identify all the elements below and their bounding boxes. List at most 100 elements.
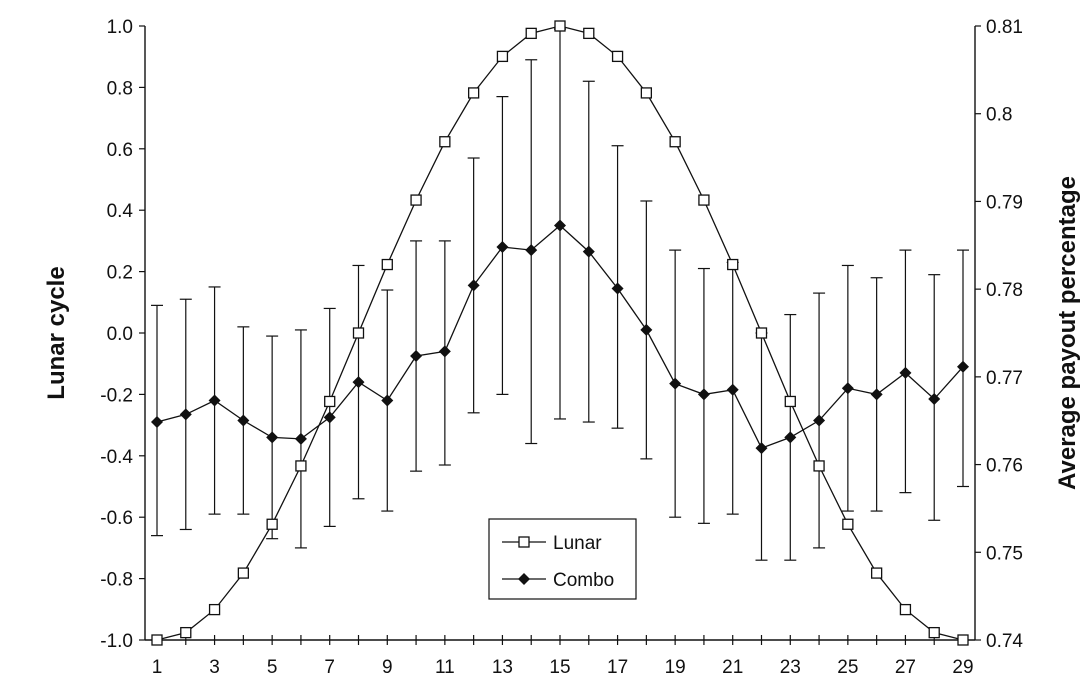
x-tick-label: 29 bbox=[952, 657, 973, 678]
lunar-point bbox=[467, 87, 480, 99]
combo-point bbox=[726, 383, 739, 396]
combo-point bbox=[266, 431, 279, 444]
x-tick-label: 21 bbox=[722, 657, 743, 678]
x-axis-ticks: 1 3 5 7 9 11 13 15 17 19 21 23 25 27 29 bbox=[152, 635, 974, 678]
combo-point bbox=[755, 442, 768, 455]
lunar-point bbox=[496, 50, 509, 63]
left-tick-label: -0.4 bbox=[100, 447, 133, 468]
combo-point bbox=[928, 393, 941, 406]
right-tick-label: 0.79 bbox=[986, 192, 1023, 213]
x-tick-label: 27 bbox=[895, 657, 916, 678]
legend-combo-marker bbox=[518, 573, 530, 585]
right-axis-title: Average payout percentage bbox=[1054, 176, 1081, 490]
lunar-point bbox=[957, 634, 969, 646]
lunar-point bbox=[410, 194, 422, 206]
lunar-point bbox=[439, 136, 451, 148]
combo-point bbox=[352, 376, 365, 389]
lunar-point bbox=[151, 634, 163, 646]
lunar-point bbox=[324, 395, 336, 408]
left-tick-label: -0.8 bbox=[100, 570, 133, 591]
left-tick-label: -0.2 bbox=[100, 385, 133, 406]
combo-point bbox=[410, 350, 423, 363]
left-tick-label: -0.6 bbox=[100, 508, 133, 529]
right-tick-label: 0.74 bbox=[986, 631, 1023, 652]
lunar-point bbox=[583, 27, 595, 40]
legend-combo-label: Combo bbox=[553, 570, 614, 591]
x-tick-label: 23 bbox=[780, 657, 801, 678]
combo-point bbox=[381, 394, 394, 407]
lunar-point bbox=[266, 518, 278, 530]
lunar-point bbox=[899, 603, 912, 616]
left-axis-ticks: -1.0 -0.8 -0.6 -0.4 -0.2 0.0 0.2 0.4 0.6 0.8 1.0 bbox=[100, 17, 145, 652]
combo-point bbox=[438, 345, 451, 358]
lunar-point bbox=[640, 87, 653, 99]
lunar-point bbox=[611, 50, 624, 63]
lunar-point bbox=[208, 603, 221, 616]
right-tick-label: 0.78 bbox=[986, 280, 1023, 301]
series bbox=[151, 20, 969, 646]
left-tick-label: -1.0 bbox=[100, 631, 133, 652]
x-tick-label: 13 bbox=[492, 657, 513, 678]
lunar-point bbox=[295, 460, 307, 472]
x-tick-label: 3 bbox=[209, 657, 220, 678]
lunar-point bbox=[525, 27, 537, 40]
x-tick-label: 5 bbox=[267, 657, 278, 678]
right-tick-label: 0.76 bbox=[986, 456, 1023, 477]
x-tick-label: 17 bbox=[607, 657, 628, 678]
combo-point bbox=[813, 414, 826, 427]
lunar-point bbox=[755, 327, 768, 339]
x-tick-label: 15 bbox=[549, 657, 570, 678]
legend-box bbox=[488, 518, 637, 600]
right-tick-label: 0.81 bbox=[986, 17, 1023, 38]
lunar-point bbox=[381, 258, 393, 271]
combo-point bbox=[294, 432, 307, 445]
left-tick-label: 0.8 bbox=[107, 78, 133, 99]
combo-point bbox=[323, 411, 336, 424]
left-tick-label: 0.0 bbox=[107, 324, 133, 345]
lunar-point bbox=[352, 327, 365, 339]
combo-point bbox=[467, 279, 480, 292]
legend: Lunar Combo bbox=[488, 518, 637, 600]
x-tick-label: 11 bbox=[435, 657, 455, 678]
combo-point bbox=[784, 431, 797, 444]
right-axis-ticks: 0.74 0.75 0.76 0.77 0.78 0.79 0.8 0.81 bbox=[975, 17, 1023, 652]
combo-point bbox=[237, 414, 250, 427]
error-bars bbox=[151, 28, 969, 561]
legend-lunar-label: Lunar bbox=[553, 533, 602, 554]
left-tick-label: 0.6 bbox=[107, 140, 133, 161]
combo-point bbox=[179, 408, 192, 421]
combo-point bbox=[870, 388, 883, 401]
combo-point bbox=[151, 416, 163, 429]
right-tick-label: 0.8 bbox=[986, 105, 1012, 126]
lunar-point bbox=[813, 460, 825, 472]
combo-point bbox=[611, 282, 624, 295]
lunar-point bbox=[870, 567, 883, 579]
left-tick-label: 0.2 bbox=[107, 263, 133, 284]
combo-point bbox=[640, 323, 653, 336]
combo-point bbox=[697, 388, 710, 401]
left-tick-label: 0.4 bbox=[107, 201, 134, 222]
lunar-point bbox=[928, 626, 940, 639]
lunar-point bbox=[669, 136, 681, 148]
combo-point bbox=[582, 245, 595, 258]
lunar-point bbox=[180, 626, 192, 639]
combo-point bbox=[841, 382, 854, 395]
combo-point bbox=[669, 377, 682, 390]
combo-point bbox=[525, 244, 538, 257]
right-tick-label: 0.75 bbox=[986, 543, 1023, 564]
x-tick-label: 19 bbox=[665, 657, 686, 678]
x-tick-label: 7 bbox=[324, 657, 335, 678]
lunar-point bbox=[784, 395, 796, 408]
lunar-point bbox=[727, 258, 739, 271]
legend-lunar-marker bbox=[518, 536, 530, 548]
left-tick-label: 1.0 bbox=[107, 17, 133, 38]
left-axis-title: Lunar cycle bbox=[43, 266, 70, 399]
combo-point bbox=[208, 394, 221, 407]
x-tick-label: 1 bbox=[152, 657, 163, 678]
lunar-point bbox=[237, 567, 250, 579]
combo-point bbox=[957, 360, 969, 373]
lunar-point bbox=[554, 20, 566, 32]
combo-point bbox=[554, 219, 566, 232]
x-tick-label: 9 bbox=[382, 657, 393, 678]
